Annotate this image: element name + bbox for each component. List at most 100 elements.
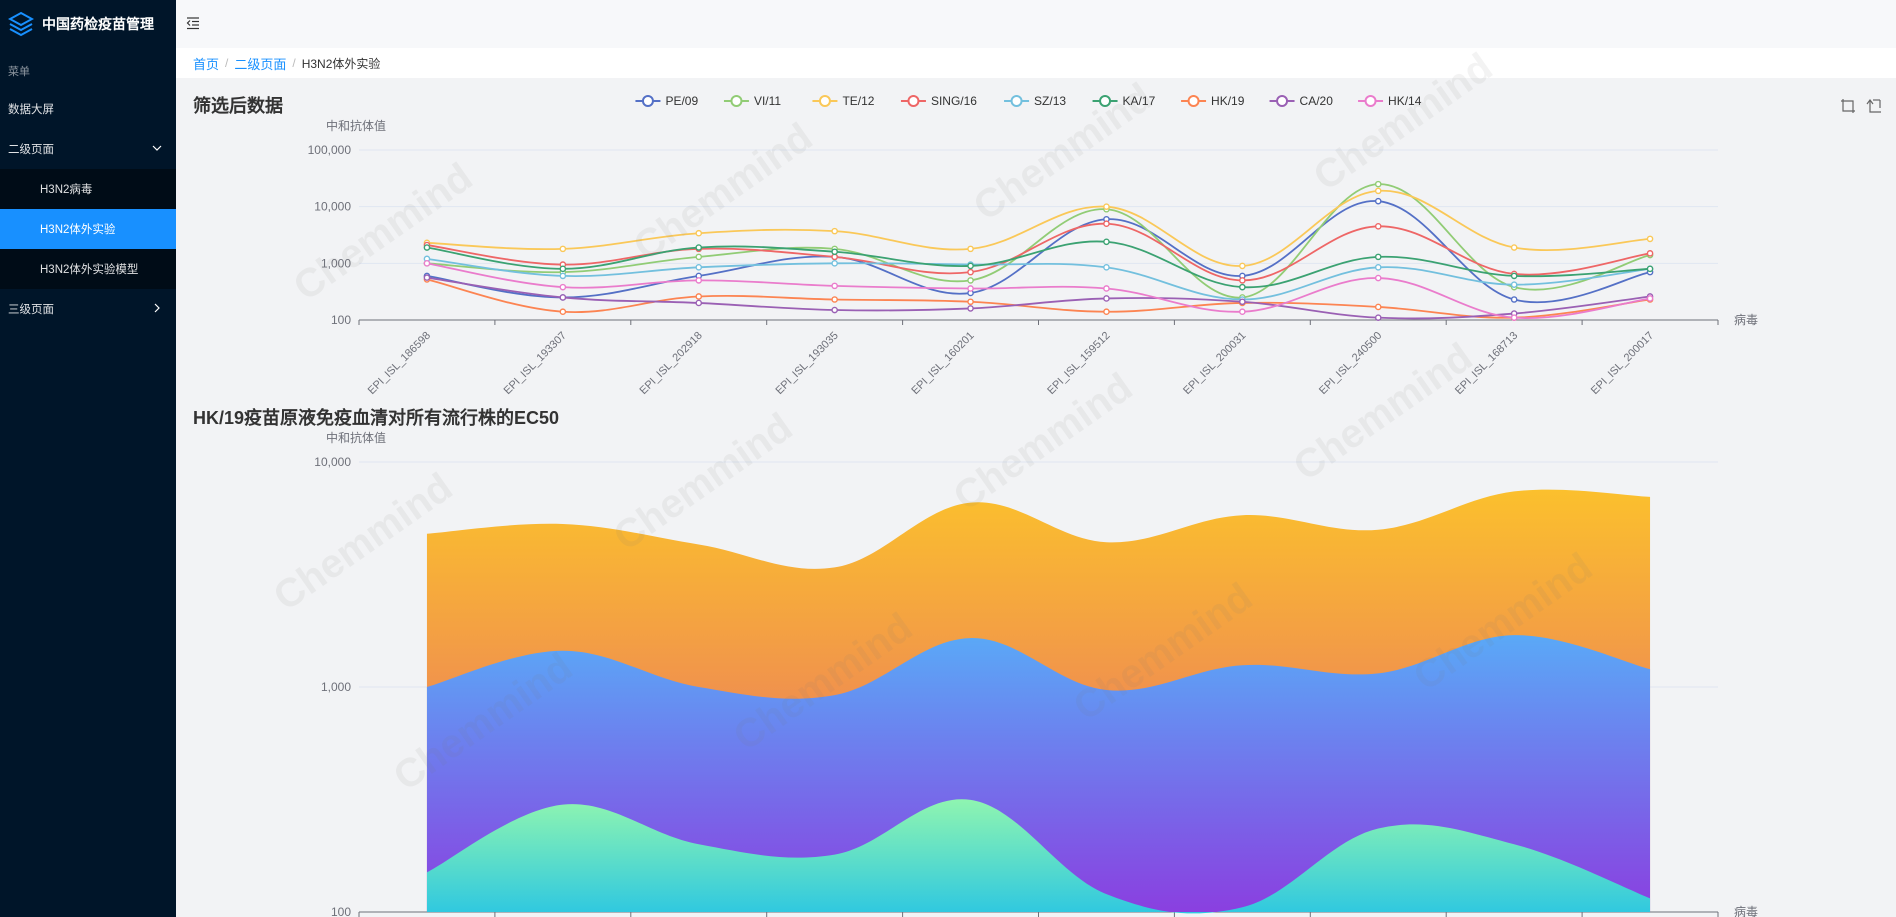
data-point[interactable] — [1510, 272, 1518, 280]
data-point[interactable] — [1646, 265, 1654, 273]
data-point[interactable] — [831, 296, 838, 303]
sidebar-item-level3[interactable]: 三级页面 — [0, 289, 176, 329]
sidebar-subitem-h3n2-invitro[interactable]: H3N2体外实验 — [0, 209, 176, 249]
section-title-ec50: HK/19疫苗原液免疫血清对所有流行株的EC50 — [193, 408, 560, 428]
sidebar-subitem-h3n2-virus[interactable]: H3N2病毒 — [0, 169, 176, 209]
breadcrumb-home[interactable]: 首页 — [193, 56, 220, 72]
data-point[interactable] — [1510, 296, 1518, 303]
data-point[interactable] — [423, 244, 431, 251]
data-point[interactable] — [1103, 238, 1110, 246]
data-point[interactable] — [559, 272, 567, 280]
topbar — [176, 0, 1896, 48]
breadcrumb-level2[interactable]: 二级页面 — [234, 56, 287, 72]
zoom-reset-icon[interactable] — [1866, 98, 1882, 114]
series-line-SING/16[interactable] — [426, 222, 1651, 282]
data-point[interactable] — [1510, 314, 1518, 321]
data-point[interactable] — [1239, 277, 1246, 284]
line-chart[interactable]: 100 1,000 10,000 100,000 EPI_ISL_186598 EPI_I… — [176, 80, 1896, 400]
legend-label: SZ/13 — [1034, 94, 1066, 108]
data-point[interactable] — [1374, 303, 1382, 311]
legend-item-HK/14[interactable]: HK/14 — [1358, 94, 1422, 108]
sidebar-item-dashboard[interactable]: 数据大屏 — [0, 89, 176, 129]
data-point[interactable] — [423, 274, 431, 281]
data-point[interactable] — [1103, 308, 1110, 316]
data-point[interactable] — [967, 298, 974, 306]
data-point[interactable] — [559, 308, 567, 316]
menu-fold-icon[interactable] — [186, 16, 200, 30]
data-point[interactable] — [831, 248, 838, 256]
legend-item-PE/09[interactable]: PE/09 — [635, 94, 698, 108]
data-point[interactable] — [967, 262, 974, 270]
data-point[interactable] — [831, 306, 838, 314]
legend-item-CA/20[interactable]: CA/20 — [1269, 94, 1334, 108]
data-point[interactable] — [1374, 253, 1382, 261]
data-point[interactable] — [1646, 250, 1654, 257]
series-line-HK/19[interactable] — [426, 278, 1651, 319]
data-point[interactable] — [1239, 298, 1246, 306]
series-line-TE/12[interactable] — [426, 189, 1651, 267]
y-tick-label: 100 — [331, 905, 351, 917]
data-point[interactable] — [695, 253, 703, 261]
series-line-HK/14[interactable] — [426, 262, 1651, 320]
area-series-2[interactable] — [426, 635, 1651, 912]
sidebar-subitem-label: H3N2病毒 — [40, 184, 93, 196]
sidebar-subitem-h3n2-model[interactable]: H3N2体外实验模型 — [0, 249, 176, 289]
data-point[interactable] — [1103, 285, 1110, 292]
data-zoom-icon[interactable] — [1840, 98, 1856, 114]
data-point[interactable] — [1239, 262, 1246, 270]
y-axis-label: 中和抗体值 — [326, 118, 386, 133]
data-point[interactable] — [1103, 264, 1110, 271]
data-point[interactable] — [695, 293, 703, 300]
data-point[interactable] — [559, 283, 567, 291]
data-point[interactable] — [1374, 223, 1382, 230]
x-axis-label: 病毒 — [1734, 312, 1758, 327]
data-point[interactable] — [831, 227, 838, 235]
legend-item-KA/17[interactable]: KA/17 — [1092, 94, 1156, 108]
data-point[interactable] — [695, 277, 703, 284]
series-line-CA/20[interactable] — [426, 276, 1651, 320]
legend-item-HK/19[interactable]: HK/19 — [1181, 94, 1245, 108]
data-point[interactable] — [1103, 203, 1110, 210]
data-point[interactable] — [695, 229, 703, 237]
data-point[interactable] — [1374, 274, 1382, 282]
data-point[interactable] — [559, 245, 567, 253]
area-series-3[interactable] — [426, 799, 1651, 914]
brand[interactable]: 中国药检疫苗管理 — [0, 0, 176, 48]
data-point[interactable] — [1374, 180, 1382, 188]
data-point[interactable] — [423, 260, 431, 267]
legend-item-VI/11[interactable]: VI/11 — [723, 94, 781, 108]
data-point[interactable] — [1510, 244, 1518, 251]
data-point[interactable] — [1374, 314, 1382, 321]
data-point[interactable] — [559, 265, 567, 273]
chevron-right-icon — [154, 303, 160, 313]
data-point[interactable] — [967, 245, 974, 253]
data-point[interactable] — [831, 282, 838, 290]
series-line-VI/11[interactable] — [426, 183, 1651, 299]
data-point[interactable] — [967, 268, 974, 276]
data-point[interactable] — [1510, 281, 1518, 288]
series-line-SZ/13[interactable] — [426, 257, 1651, 301]
data-point[interactable] — [831, 260, 838, 267]
data-point[interactable] — [1239, 283, 1246, 291]
data-point[interactable] — [1103, 220, 1110, 228]
legend-item-TE/12[interactable]: TE/12 — [812, 94, 875, 108]
data-point[interactable] — [695, 244, 703, 251]
data-point[interactable] — [1239, 308, 1246, 316]
data-point[interactable] — [559, 294, 567, 301]
data-point[interactable] — [1374, 264, 1382, 271]
series-line-KA/17[interactable] — [426, 240, 1651, 289]
data-point[interactable] — [1646, 295, 1654, 302]
data-point[interactable] — [695, 264, 703, 271]
data-point[interactable] — [967, 285, 974, 292]
legend-item-SING/16[interactable]: SING/16 — [900, 94, 977, 108]
data-point[interactable] — [695, 299, 703, 307]
data-point[interactable] — [1374, 197, 1382, 205]
data-point[interactable] — [967, 277, 974, 284]
data-point[interactable] — [1103, 295, 1110, 302]
legend-item-SZ/13[interactable]: SZ/13 — [1004, 94, 1066, 108]
sidebar-item-level2[interactable]: 二级页面 — [0, 129, 176, 169]
data-point[interactable] — [1646, 235, 1654, 243]
data-point[interactable] — [1374, 187, 1382, 195]
data-point[interactable] — [967, 305, 974, 312]
